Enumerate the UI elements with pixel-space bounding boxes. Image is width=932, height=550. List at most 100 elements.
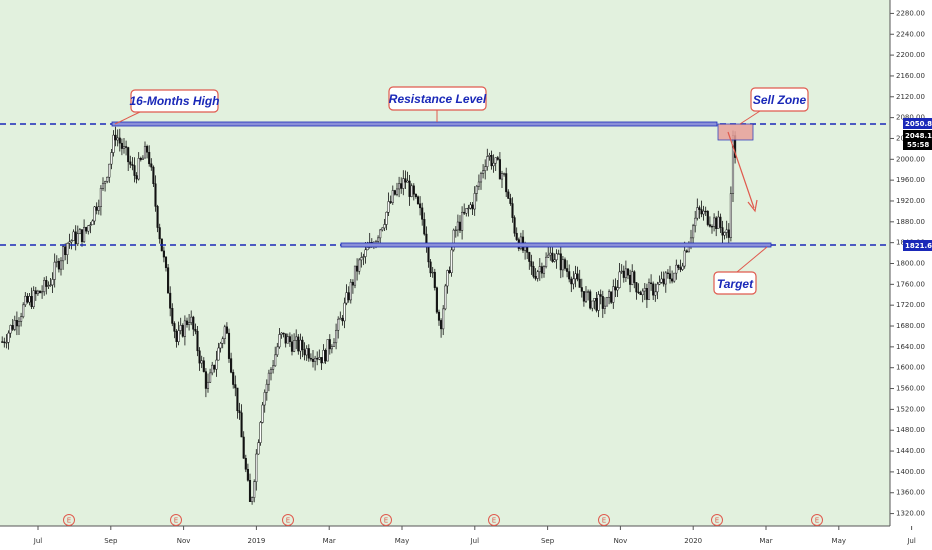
candle-body (616, 287, 619, 291)
candle-body (662, 278, 665, 285)
candle-body (427, 246, 430, 263)
candle-body (500, 173, 504, 180)
candle-body (28, 296, 31, 303)
candle-body (41, 291, 44, 294)
candle-body (387, 201, 390, 213)
candle-body (51, 279, 54, 286)
candle-body (305, 348, 308, 356)
callout-box (130, 89, 219, 113)
y-tick-label: 1320.00 (896, 510, 925, 518)
candle-body (295, 336, 298, 341)
y-tick-label: 2200.00 (896, 51, 925, 59)
candle-body (673, 272, 676, 282)
candle-body (34, 290, 37, 295)
callout-box (713, 271, 757, 295)
candle-body (196, 330, 199, 352)
price-tag-countdown: 55:58 (907, 141, 929, 149)
price-axis-background (890, 0, 932, 550)
candle-body (694, 217, 697, 227)
candle-body (423, 219, 426, 235)
callout-16-months-high[interactable]: 16-Months High (114, 89, 220, 125)
x-axis-ticks: Jul Sep Nov 2019 Mar May Jul Sep Nov 2020 Mar May Ju… (33, 526, 916, 545)
candle-body (164, 256, 168, 268)
earnings-icon[interactable] (63, 514, 75, 526)
candle-body (24, 295, 27, 306)
callout-box (750, 87, 809, 112)
earnings-icon-label: E (286, 517, 290, 525)
earnings-icon[interactable] (598, 514, 610, 526)
callout-resistance-level[interactable]: Resistance Level (388, 86, 487, 122)
candle-body (389, 201, 392, 203)
candle-body (383, 224, 386, 229)
candle-body (660, 278, 663, 283)
y-tick-label: 1800.00 (896, 260, 925, 268)
x-tick-label: Jul (470, 537, 480, 545)
candle-body (421, 207, 424, 220)
candle-body (38, 290, 42, 294)
y-tick-label: 1560.00 (896, 385, 925, 393)
candle-body (30, 296, 33, 308)
candle-body (486, 156, 489, 167)
candle-body (339, 317, 342, 320)
candle-body (593, 298, 596, 302)
candle-body (505, 173, 508, 193)
candle-body (677, 264, 680, 268)
candle-body (683, 250, 686, 267)
candle-body (261, 404, 264, 423)
candle-body (416, 196, 420, 204)
candle-body (272, 365, 275, 370)
candle-body (259, 422, 262, 443)
candle-body (190, 316, 193, 323)
candle-body (591, 300, 594, 309)
earnings-icon-label: E (715, 517, 719, 525)
candle-body (692, 225, 695, 239)
candle-body (503, 173, 506, 175)
candle-body (566, 268, 569, 272)
candle-body (91, 220, 94, 226)
earnings-icon[interactable] (170, 514, 182, 526)
candle-body (68, 241, 71, 244)
candle-body (66, 243, 69, 256)
price-tag-last: 2048.16 55:58 (903, 130, 932, 150)
earnings-icon-label: E (67, 517, 71, 525)
callout-target[interactable]: Target (713, 246, 768, 295)
candle-body (364, 249, 367, 257)
earnings-icon[interactable] (380, 514, 392, 526)
candle-body (76, 233, 79, 245)
candle-body (576, 273, 579, 280)
candle-body (620, 270, 623, 273)
candle-body (631, 271, 634, 285)
x-tick-label: Sep (541, 537, 555, 545)
candle-body (395, 188, 399, 195)
candle-body (307, 348, 310, 359)
candle-body (120, 142, 123, 149)
y-tick-label: 1760.00 (896, 280, 925, 288)
y-tick-label: 1720.00 (896, 301, 925, 309)
candle-body (482, 170, 485, 174)
candle-body (658, 282, 661, 285)
candle-body (5, 342, 8, 344)
candle-body (450, 249, 453, 273)
candle-body (74, 231, 77, 245)
candle-body (169, 292, 172, 309)
candle-body (479, 173, 483, 183)
earnings-icon[interactable] (282, 514, 294, 526)
candle-body (484, 166, 487, 172)
earnings-icon[interactable] (488, 514, 500, 526)
candle-body (446, 270, 449, 287)
callout-sell-zone[interactable]: Sell Zone (739, 87, 809, 125)
candle-body (381, 227, 384, 231)
x-tick-label: 2019 (247, 537, 265, 545)
earnings-icon[interactable] (711, 514, 723, 526)
candle-body (269, 369, 273, 374)
candle-body (507, 191, 510, 199)
candle-body (532, 266, 535, 277)
candle-body (377, 237, 380, 242)
candle-body (494, 157, 497, 164)
candle-body (536, 271, 539, 279)
earnings-icon[interactable] (811, 514, 823, 526)
price-tag-last-label: 2048.16 (905, 132, 932, 140)
candle-body (668, 273, 672, 280)
candle-body (391, 190, 394, 203)
